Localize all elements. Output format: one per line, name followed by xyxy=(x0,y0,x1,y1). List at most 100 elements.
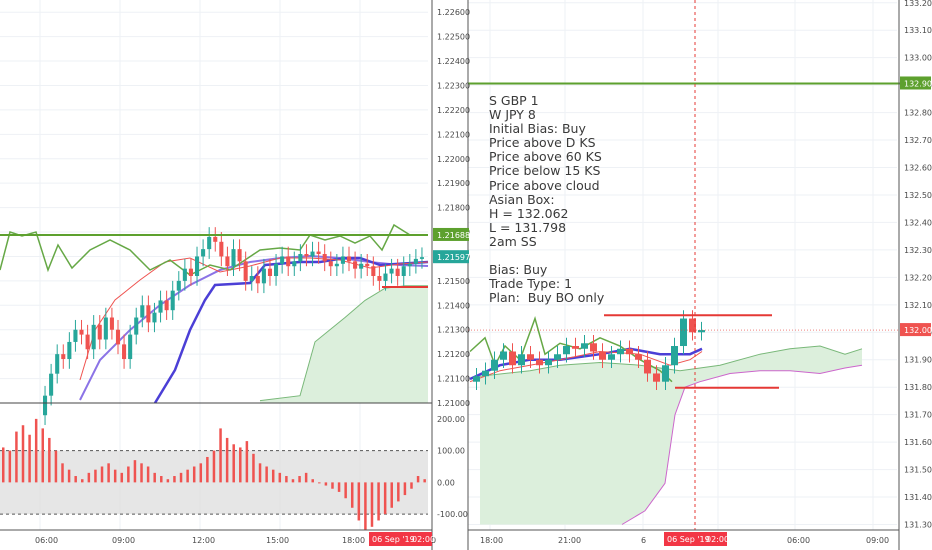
candle-body[interactable] xyxy=(249,275,254,281)
candle-body[interactable] xyxy=(689,318,696,333)
candle-body[interactable] xyxy=(316,251,321,255)
candle-body[interactable] xyxy=(61,354,66,360)
candle-body[interactable] xyxy=(225,256,230,267)
note-line: Trade Type: 1 xyxy=(489,276,573,292)
candle-body[interactable] xyxy=(482,370,489,377)
osc-bar xyxy=(74,476,77,483)
candle-body[interactable] xyxy=(626,348,633,355)
candle-body[interactable] xyxy=(176,280,181,291)
candle-body[interactable] xyxy=(73,329,78,342)
candle-body[interactable] xyxy=(572,346,579,349)
candle-body[interactable] xyxy=(662,365,669,382)
candle-body[interactable] xyxy=(377,275,382,281)
candle-body[interactable] xyxy=(395,268,400,276)
candle-body[interactable] xyxy=(340,256,345,264)
candle-body[interactable] xyxy=(635,354,642,360)
candle-body[interactable] xyxy=(599,351,606,360)
candle-body[interactable] xyxy=(170,290,175,311)
time-label: 21:00 xyxy=(558,536,581,545)
candle-body[interactable] xyxy=(140,305,145,318)
candle-body[interactable] xyxy=(43,395,48,416)
candle-body[interactable] xyxy=(419,257,424,259)
osc-bar xyxy=(160,476,163,483)
candle-body[interactable] xyxy=(365,263,370,267)
candle-body[interactable] xyxy=(527,354,534,360)
candle-body[interactable] xyxy=(188,268,193,276)
date-badge-left-time: 02:00 xyxy=(412,535,435,544)
candle-body[interactable] xyxy=(243,261,248,281)
candle-body[interactable] xyxy=(67,341,72,360)
candle-body[interactable] xyxy=(473,376,480,382)
candle-body[interactable] xyxy=(671,346,678,366)
candle-body[interactable] xyxy=(680,318,687,347)
candle-body[interactable] xyxy=(644,359,651,374)
candle-body[interactable] xyxy=(280,256,285,264)
candle-body[interactable] xyxy=(115,329,121,345)
candle-body[interactable] xyxy=(304,254,309,257)
candle-body[interactable] xyxy=(491,359,498,371)
candle-body[interactable] xyxy=(261,268,266,284)
candle-body[interactable] xyxy=(55,354,60,374)
candle-body[interactable] xyxy=(518,354,525,366)
candle-body[interactable] xyxy=(201,249,206,257)
candle-body[interactable] xyxy=(389,268,394,274)
candle-body[interactable] xyxy=(545,359,552,366)
candle-body[interactable] xyxy=(407,263,412,267)
candle-body[interactable] xyxy=(322,254,327,262)
candle-body[interactable] xyxy=(152,312,157,323)
candle-body[interactable] xyxy=(563,346,570,355)
candle-body[interactable] xyxy=(97,324,102,340)
candle-body[interactable] xyxy=(298,254,303,262)
candle-body[interactable] xyxy=(590,343,597,352)
candle-body[interactable] xyxy=(371,266,376,276)
candle-body[interactable] xyxy=(292,261,297,267)
candle-body[interactable] xyxy=(182,268,187,281)
candle-body[interactable] xyxy=(581,343,588,349)
candle-body[interactable] xyxy=(85,334,90,350)
candle-body[interactable] xyxy=(134,317,139,335)
candle-body[interactable] xyxy=(103,317,108,340)
candle-body[interactable] xyxy=(128,334,133,360)
candle-body[interactable] xyxy=(267,268,273,276)
time-label: 09:00 xyxy=(112,536,135,545)
candle-body[interactable] xyxy=(401,266,406,276)
candle-body[interactable] xyxy=(383,273,388,281)
candle-body[interactable] xyxy=(122,344,127,360)
candle-body[interactable] xyxy=(353,261,358,269)
candle-body[interactable] xyxy=(194,256,200,276)
candle-body[interactable] xyxy=(359,263,364,269)
candle-body[interactable] xyxy=(328,261,333,267)
candle-body[interactable] xyxy=(500,351,507,360)
horizontal-levels[interactable] xyxy=(0,0,900,530)
candle-body[interactable] xyxy=(91,324,96,350)
candle-body[interactable] xyxy=(49,373,54,396)
candle-body[interactable] xyxy=(164,300,169,311)
candle-body[interactable] xyxy=(213,236,218,242)
candle-body[interactable] xyxy=(207,236,212,250)
osc-bar xyxy=(291,479,295,483)
candle-body[interactable] xyxy=(231,249,236,267)
candle-body[interactable] xyxy=(79,329,84,335)
candle-body[interactable] xyxy=(219,241,224,257)
candle-body[interactable] xyxy=(509,351,516,366)
candlesticks[interactable] xyxy=(43,227,705,425)
candle-body[interactable] xyxy=(608,354,615,360)
candle-body[interactable] xyxy=(310,251,315,257)
candle-body[interactable] xyxy=(146,305,151,323)
candle-body[interactable] xyxy=(653,373,660,382)
candle-body[interactable] xyxy=(286,256,291,267)
candle-body[interactable] xyxy=(158,300,163,313)
candle-body[interactable] xyxy=(334,263,339,267)
candle-body[interactable] xyxy=(554,354,561,360)
candle-body[interactable] xyxy=(255,275,260,284)
candle-body[interactable] xyxy=(346,256,352,262)
candle-body[interactable] xyxy=(536,359,543,366)
candle-body[interactable] xyxy=(274,263,279,276)
candle-body[interactable] xyxy=(237,249,242,262)
candle-body[interactable] xyxy=(109,317,114,330)
candle-body[interactable] xyxy=(617,348,624,355)
candle-body[interactable] xyxy=(698,330,705,333)
price-tick-label: 1.22300 xyxy=(437,81,470,90)
candle-body[interactable] xyxy=(413,258,418,264)
